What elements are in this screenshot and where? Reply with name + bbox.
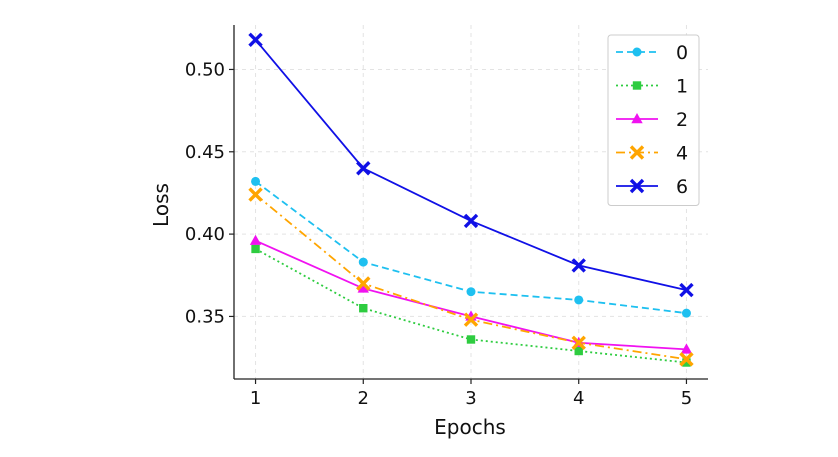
point-series-0 (466, 287, 476, 297)
legend: 0 1 2 4 6 (607, 34, 700, 206)
point-series-6 (571, 258, 586, 273)
point-series-2 (357, 282, 369, 293)
x-tick-label: 3 (465, 388, 476, 409)
legend-marker-1 (632, 81, 642, 90)
legend-label-2: 2 (676, 109, 688, 131)
x-tick-label: 5 (681, 388, 692, 409)
point-series-2 (249, 234, 262, 245)
point-series-4 (571, 335, 586, 350)
y-tick-label: 0.35 (185, 306, 225, 327)
legend-marker-4 (629, 145, 645, 160)
y-axis-label: Loss (149, 183, 173, 227)
point-series-0 (574, 295, 584, 305)
legend-marker-0 (632, 47, 642, 57)
point-series-6 (463, 213, 479, 229)
x-tick-label: 4 (573, 388, 584, 409)
axes: 1 2 3 4 5 0.35 0.40 0.45 0.50 (185, 25, 708, 409)
legend-box (607, 34, 700, 206)
point-series-1 (359, 304, 368, 313)
y-tick-label: 0.45 (185, 142, 225, 163)
point-series-6 (679, 282, 694, 298)
axis-labels: Epochs Loss (149, 183, 506, 439)
point-series-4 (463, 312, 479, 327)
series-markers (248, 32, 694, 367)
point-series-0 (251, 176, 261, 186)
legend-marker-6 (629, 178, 645, 194)
point-series-1 (251, 244, 260, 254)
y-tick-label: 0.50 (185, 59, 225, 80)
x-tick-label: 1 (250, 388, 261, 409)
point-series-6 (356, 161, 371, 176)
legend-marker-2 (631, 113, 643, 124)
x-axis-label: Epochs (434, 415, 506, 439)
legend-label-4: 4 (676, 143, 688, 165)
point-series-6 (248, 32, 263, 48)
point-series-1 (574, 346, 583, 356)
legend-label-1: 1 (676, 76, 688, 98)
y-tick-label: 0.40 (185, 224, 225, 245)
legend-label-6: 6 (676, 176, 688, 198)
point-series-0 (358, 257, 368, 267)
point-series-1 (682, 358, 691, 367)
point-series-4 (679, 352, 694, 367)
point-series-1 (466, 335, 476, 344)
point-series-2 (680, 343, 693, 354)
legend-label-0: 0 (676, 42, 688, 64)
point-series-4 (356, 276, 371, 291)
point-series-4 (248, 187, 263, 202)
x-tick-label: 2 (358, 388, 369, 409)
point-series-0 (681, 308, 691, 318)
